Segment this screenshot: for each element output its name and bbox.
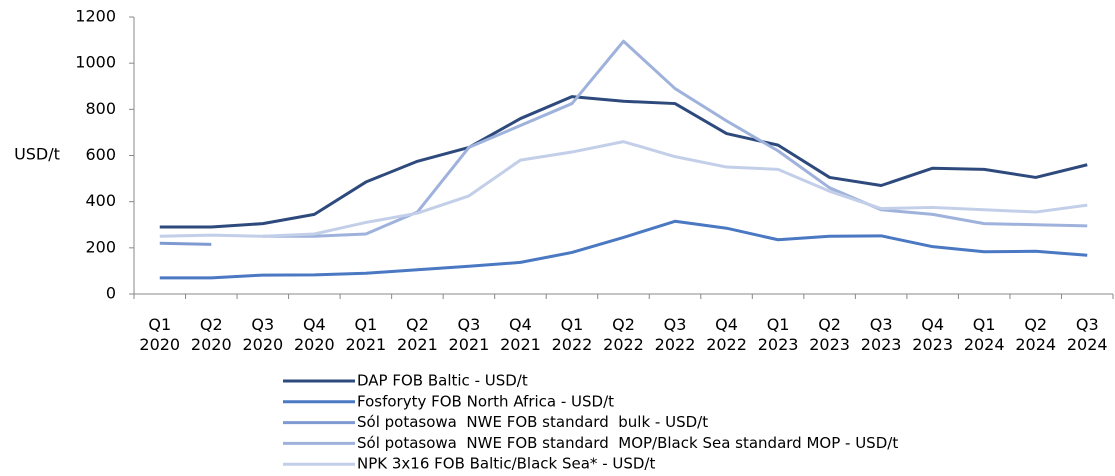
x-tick-label: Q3 2020 xyxy=(242,315,283,354)
legend-label: Sól potasowa NWE FOB standard MOP/Black … xyxy=(357,434,898,452)
y-tick-label: 600 xyxy=(85,145,116,164)
x-tick-label: Q3 2022 xyxy=(655,315,696,354)
x-tick-label: Q2 2020 xyxy=(191,315,232,354)
x-tick-label: Q1 2024 xyxy=(964,315,1005,354)
legend-entry: Sól potasowa NWE FOB standard bulk - USD… xyxy=(283,413,708,431)
x-tick-label: Q1 2021 xyxy=(346,315,387,354)
y-tick-label: 800 xyxy=(85,99,116,118)
x-tick-label: Q4 2020 xyxy=(294,315,335,354)
x-tick-label: Q2 2021 xyxy=(397,315,438,354)
series-line xyxy=(262,39,1088,238)
y-tick-label: 1200 xyxy=(75,7,116,26)
legend-entry: Fosforyty FOB North Africa - USD/t xyxy=(283,392,614,410)
x-tick-label: Q1 2022 xyxy=(552,315,593,354)
series-line xyxy=(159,140,1088,238)
series-line xyxy=(159,219,1088,280)
x-tick-label: Q1 2020 xyxy=(139,315,180,354)
y-axis-label: USD/t xyxy=(14,145,60,164)
legend-label: DAP FOB Baltic - USD/t xyxy=(357,372,528,390)
y-tick-label: 200 xyxy=(85,237,116,256)
legend-label: NPK 3x16 FOB Baltic/Black Sea* - USD/t xyxy=(357,455,655,473)
x-tick-label: Q2 2022 xyxy=(603,315,644,354)
legend-entry: NPK 3x16 FOB Baltic/Black Sea* - USD/t xyxy=(283,455,655,473)
legend-entry: DAP FOB Baltic - USD/t xyxy=(283,372,528,390)
legend-entry: Sól potasowa NWE FOB standard MOP/Black … xyxy=(283,434,898,452)
x-tick-label: Q3 2023 xyxy=(861,315,902,354)
x-tick-label: Q3 2024 xyxy=(1067,315,1108,354)
x-tick-label: Q3 2021 xyxy=(449,315,490,354)
x-tick-label: Q1 2023 xyxy=(758,315,799,354)
y-tick-label: 0 xyxy=(106,284,116,303)
y-tick-label: 400 xyxy=(85,191,116,210)
x-tick-label: Q4 2022 xyxy=(706,315,747,354)
x-tick-label: Q4 2021 xyxy=(500,315,541,354)
legend-label: Fosforyty FOB North Africa - USD/t xyxy=(357,392,614,410)
x-tick-label: Q2 2023 xyxy=(809,315,850,354)
x-tick-label: Q2 2024 xyxy=(1015,315,1056,354)
legend-label: Sól potasowa NWE FOB standard bulk - USD… xyxy=(357,413,708,431)
series-line xyxy=(159,95,1088,229)
series-line xyxy=(159,241,212,246)
y-tick-label: 1000 xyxy=(75,53,116,72)
x-tick-label: Q4 2023 xyxy=(912,315,953,354)
